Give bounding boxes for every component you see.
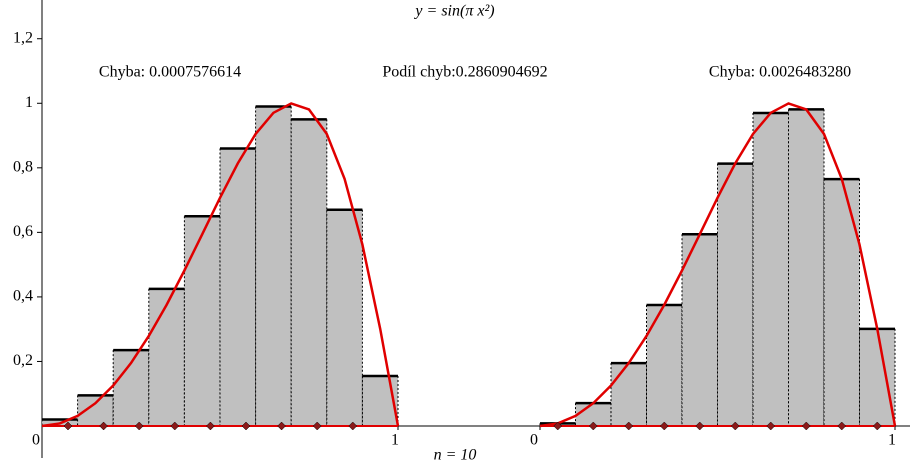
x-tick-label: 0 bbox=[530, 432, 538, 449]
curve bbox=[539, 102, 897, 428]
bar bbox=[220, 148, 256, 427]
marker bbox=[695, 421, 705, 431]
bar bbox=[788, 109, 824, 427]
x-tick-label: 1 bbox=[888, 432, 896, 449]
y-tick-label: 0,8 bbox=[13, 158, 33, 175]
ratio-label: Podíl chyb:0.2860904692 bbox=[382, 64, 547, 81]
marker bbox=[588, 421, 598, 431]
marker bbox=[837, 421, 847, 431]
marker bbox=[99, 421, 108, 431]
bar bbox=[753, 112, 789, 427]
bar bbox=[291, 119, 327, 426]
annotation: Chyba: 0.0007576614 bbox=[99, 64, 241, 81]
bar bbox=[646, 304, 682, 426]
marker bbox=[134, 421, 144, 431]
marker bbox=[206, 421, 215, 431]
y-tick-label: 0,4 bbox=[13, 288, 33, 305]
marker bbox=[659, 421, 669, 431]
x-tick-label: 0 bbox=[32, 432, 40, 449]
y-tick-label: 0,2 bbox=[13, 352, 33, 369]
marker bbox=[624, 421, 634, 431]
bar bbox=[859, 328, 895, 426]
bar bbox=[326, 209, 363, 426]
marker bbox=[312, 421, 322, 431]
y-tick-label: 1 bbox=[25, 94, 33, 111]
marker bbox=[553, 421, 563, 431]
bar bbox=[611, 363, 647, 426]
marker bbox=[241, 421, 251, 431]
bar bbox=[717, 163, 753, 426]
chart-title: y = sin(π x²) bbox=[413, 3, 494, 20]
bar bbox=[824, 179, 860, 426]
marker bbox=[170, 421, 180, 431]
bar bbox=[255, 106, 292, 426]
y-tick-label: 0,6 bbox=[13, 223, 33, 240]
marker bbox=[766, 421, 776, 431]
footer: n = 10 bbox=[434, 447, 477, 464]
annotation: Chyba: 0.0026483280 bbox=[709, 64, 851, 81]
marker bbox=[277, 421, 286, 431]
x-tick-label: 1 bbox=[391, 432, 399, 449]
bar bbox=[362, 375, 398, 426]
curve bbox=[41, 102, 400, 428]
y-tick-label: 1,2 bbox=[13, 29, 33, 46]
marker bbox=[63, 421, 73, 431]
bar bbox=[184, 216, 220, 426]
marker bbox=[348, 421, 358, 431]
bar bbox=[682, 234, 718, 426]
marker bbox=[730, 421, 740, 431]
marker bbox=[801, 421, 811, 431]
bar bbox=[148, 288, 185, 426]
marker bbox=[872, 421, 882, 431]
